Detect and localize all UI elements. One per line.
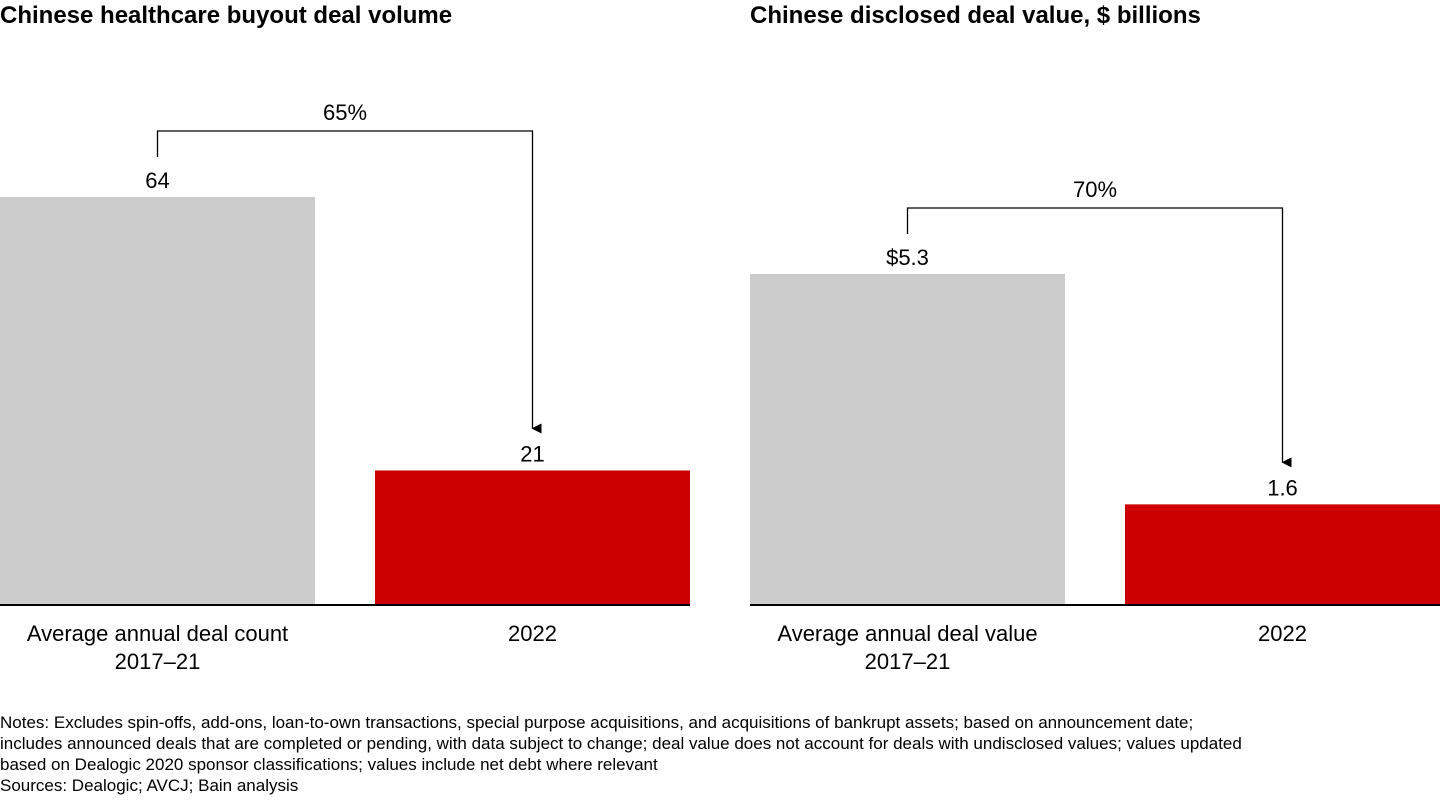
- data-label-1: 64: [145, 168, 169, 193]
- category-label-2-line-1: 2022: [1258, 621, 1307, 646]
- change-arrow: [906, 207, 1292, 468]
- charts-area: 64 Average annual deal count 2017–21 21 2022…: [0, 100, 1440, 674]
- data-label-2: 1.6: [1267, 475, 1298, 500]
- chart-title-deal-value: Chinese disclosed deal value, $ billions: [750, 2, 1201, 29]
- category-label-1-line-2: 2017–21: [115, 649, 201, 674]
- bar-1: [0, 197, 315, 604]
- bar-1: [750, 274, 1065, 604]
- chart-title-deal-volume: Chinese healthcare buyout deal volume: [0, 2, 453, 29]
- chart-panel-2: $5.3 Average annual deal value 2017–21 1.6 2…: [750, 177, 1440, 674]
- footnotes: Notes: Excludes spin-offs, add-ons, loan…: [0, 712, 1440, 796]
- bar-2: [375, 470, 690, 604]
- data-label-1: $5.3: [886, 245, 929, 270]
- change-arrow: [156, 130, 542, 434]
- change-percent-label: 70%: [1073, 177, 1117, 202]
- notes-line-3: based on Dealogic 2020 sponsor classific…: [0, 755, 658, 774]
- notes-line-1: Notes: Excludes spin-offs, add-ons, loan…: [0, 713, 1194, 732]
- sources-line: Sources: Dealogic; AVCJ; Bain analysis: [0, 776, 299, 795]
- chart-panel-1: 64 Average annual deal count 2017–21 21 2022…: [0, 100, 690, 674]
- category-label-2-line-1: 2022: [508, 621, 557, 646]
- change-percent-label: 65%: [323, 100, 367, 125]
- category-label-1-line-1: Average annual deal count: [27, 621, 288, 646]
- data-label-2: 21: [520, 441, 544, 466]
- category-label-1-line-1: Average annual deal value: [777, 621, 1037, 646]
- category-label-1-line-2: 2017–21: [865, 649, 951, 674]
- notes-line-2: includes announced deals that are comple…: [0, 734, 1242, 753]
- bar-2: [1125, 504, 1440, 604]
